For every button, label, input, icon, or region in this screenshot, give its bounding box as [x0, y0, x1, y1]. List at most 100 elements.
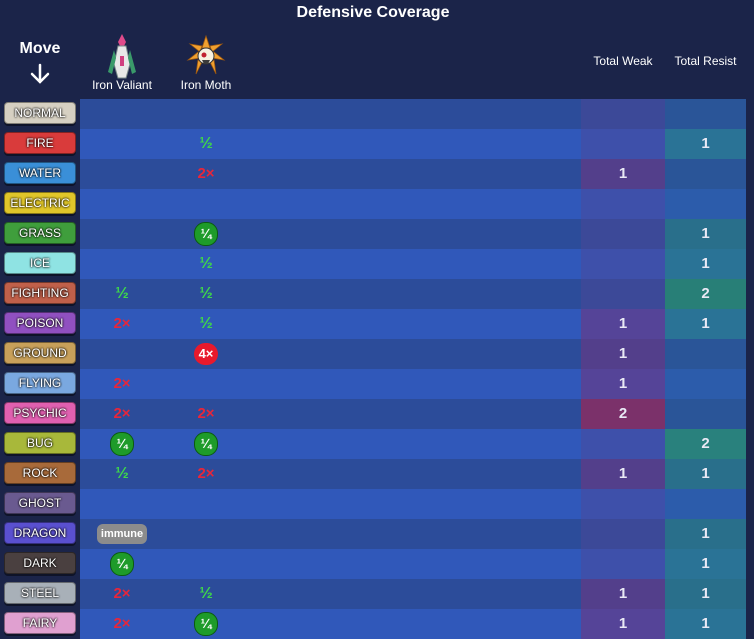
iron-valiant-cell: immune: [80, 519, 164, 549]
table-row: 1 1 2× ½: [80, 309, 746, 339]
half-damage-value: ½: [199, 315, 213, 332]
total-resist-value: 1: [701, 615, 710, 632]
total-resist-cell: 1: [665, 579, 746, 609]
total-resist-value: [665, 369, 746, 399]
type-button-water[interactable]: WATER: [4, 162, 76, 184]
total-weak-value: 1: [618, 615, 628, 632]
iron-valiant-cell: 2×: [80, 369, 164, 399]
total-weak-cell: [581, 279, 665, 309]
total-weak-cell: 1: [581, 309, 665, 339]
quarter-damage-badge: ¼: [194, 221, 218, 246]
total-weak-cell: 2: [581, 399, 665, 429]
double-damage-value: 2×: [113, 615, 131, 632]
type-button-fire[interactable]: FIRE: [4, 132, 76, 154]
iron-valiant-cell: [80, 249, 164, 279]
pokemon-column-iron-moth[interactable]: Iron Moth: [164, 28, 248, 98]
total-resist-header[interactable]: Total Resist: [674, 54, 737, 68]
total-weak-value: 1: [618, 315, 628, 332]
total-resist-value: 1: [701, 135, 710, 152]
double-damage-value: 2×: [197, 405, 215, 422]
type-button-dark[interactable]: DARK: [4, 552, 76, 574]
total-weak-value: [581, 129, 665, 159]
iron-moth-cell: ½: [164, 129, 248, 159]
table-row: 1 2×: [80, 159, 746, 189]
iron-moth-cell: ¼: [164, 219, 248, 249]
total-weak-cell: [581, 189, 665, 219]
total-resist-cell: [665, 189, 746, 219]
type-button-ghost[interactable]: GHOST: [4, 492, 76, 514]
total-resist-value: 1: [701, 315, 710, 332]
iron-moth-cell: ¼: [164, 609, 248, 639]
total-resist-value: 2: [701, 285, 710, 302]
type-button-dragon[interactable]: DRAGON: [4, 522, 76, 544]
type-button-flying[interactable]: FLYING: [4, 372, 76, 394]
table-row: 1 1 ½ 2×: [80, 459, 746, 489]
double-damage-value: 2×: [113, 315, 131, 332]
iron-moth-cell: 2×: [164, 459, 248, 489]
total-resist-cell: 1: [665, 549, 746, 579]
total-resist-value: 1: [701, 555, 710, 572]
total-weak-cell: [581, 99, 665, 129]
iron-moth-cell: [164, 519, 248, 549]
iron-moth-cell: 4×: [164, 339, 248, 369]
total-resist-cell: [665, 159, 746, 189]
total-resist-cell: 2: [665, 279, 746, 309]
immune-badge: immune: [96, 523, 148, 544]
iron-valiant-cell: [80, 129, 164, 159]
table-row: [80, 99, 746, 129]
type-button-fairy[interactable]: FAIRY: [4, 612, 76, 634]
total-resist-cell: 1: [665, 519, 746, 549]
total-weak-value: 2: [618, 405, 628, 422]
type-button-poison[interactable]: POISON: [4, 312, 76, 334]
type-button-electric[interactable]: ELECTRIC: [4, 192, 76, 214]
half-damage-value: ½: [199, 255, 213, 272]
iron-moth-cell: [164, 189, 248, 219]
total-resist-value: 1: [701, 525, 710, 542]
type-button-normal[interactable]: NORMAL: [4, 102, 76, 124]
total-weak-cell: [581, 519, 665, 549]
type-button-rock[interactable]: ROCK: [4, 462, 76, 484]
half-damage-value: ½: [199, 135, 213, 152]
total-resist-cell: 1: [665, 609, 746, 639]
total-weak-cell: 1: [581, 459, 665, 489]
iron-valiant-cell: ¼: [80, 549, 164, 579]
total-weak-value: [581, 279, 665, 309]
total-resist-cell: 1: [665, 309, 746, 339]
pokemon-column-iron-valiant[interactable]: Iron Valiant: [80, 28, 164, 98]
coverage-grid: 1 ½ 1 2× 1 ¼ 1 ½ 2 ½ ½ 1 1 2× ½ 1 4× 1 2× 2 2× 2× 2 ¼ ¼ 1 1 ½ 2× 1 imm…: [80, 99, 746, 639]
total-weak-cell: 1: [581, 609, 665, 639]
arrow-down-icon[interactable]: [22, 62, 58, 86]
iron-moth-sprite-icon: [186, 34, 226, 75]
total-weak-header[interactable]: Total Weak: [593, 54, 653, 68]
quarter-damage-badge: ¼: [194, 611, 218, 636]
move-column-header[interactable]: Move: [19, 40, 61, 57]
type-button-ground[interactable]: GROUND: [4, 342, 76, 364]
iron-moth-cell: ½: [164, 249, 248, 279]
total-weak-cell: 1: [581, 339, 665, 369]
type-button-psychic[interactable]: PSYCHIC: [4, 402, 76, 424]
half-damage-value: ½: [115, 465, 129, 482]
double-damage-value: 2×: [113, 375, 131, 392]
total-resist-cell: [665, 369, 746, 399]
type-button-ice[interactable]: ICE: [4, 252, 76, 274]
type-button-bug[interactable]: BUG: [4, 432, 76, 454]
total-weak-cell: 1: [581, 579, 665, 609]
iron-valiant-cell: [80, 159, 164, 189]
table-row: 1 immune: [80, 519, 746, 549]
type-button-grass[interactable]: GRASS: [4, 222, 76, 244]
iron-moth-cell: [164, 549, 248, 579]
iron-valiant-cell: [80, 339, 164, 369]
total-weak-value: [581, 99, 665, 129]
type-button-fighting[interactable]: FIGHTING: [4, 282, 76, 304]
total-weak-cell: 1: [581, 159, 665, 189]
total-weak-value: [581, 489, 665, 519]
total-weak-value: [581, 549, 665, 579]
total-resist-cell: 1: [665, 459, 746, 489]
total-resist-cell: 1: [665, 219, 746, 249]
total-weak-value: 1: [618, 345, 628, 362]
quarter-damage-badge: ¼: [110, 431, 134, 456]
total-resist-cell: 1: [665, 129, 746, 159]
type-button-steel[interactable]: STEEL: [4, 582, 76, 604]
